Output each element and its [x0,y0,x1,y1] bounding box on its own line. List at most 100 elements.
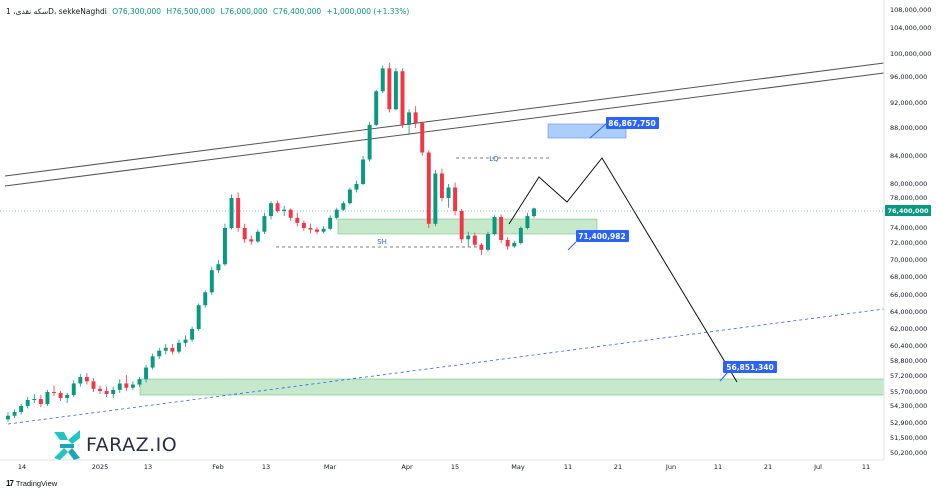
time-tick-label: 15 [451,463,459,471]
candle-body[interactable] [91,381,96,389]
candle-body[interactable] [84,377,89,382]
candle-body[interactable] [393,71,398,110]
candle-body[interactable] [295,217,300,223]
candle-body[interactable] [58,393,63,398]
candle-body[interactable] [117,383,122,390]
candle-body[interactable] [242,228,247,240]
candle-body[interactable] [420,123,425,153]
candle-body[interactable] [216,264,221,271]
candle-body[interactable] [38,399,43,404]
candle-body[interactable] [78,377,83,384]
candle-body[interactable] [249,239,254,242]
candle-body[interactable] [104,390,109,394]
candle-body[interactable] [479,244,484,250]
candle-body[interactable] [203,292,208,306]
candle-body[interactable] [334,209,339,218]
candle-body[interactable] [532,208,536,217]
candle-body[interactable] [111,389,116,394]
candle-body[interactable] [288,209,293,218]
candle-body[interactable] [400,71,405,125]
candle-body[interactable] [453,187,458,212]
time-tick-label: 21 [614,463,622,471]
candle-body[interactable] [347,189,352,204]
candle-body[interactable] [472,235,477,245]
candle-body[interactable] [466,235,471,240]
candle-body[interactable] [341,203,346,210]
candle-body[interactable] [163,347,168,351]
candle-body[interactable] [12,412,17,416]
time-axis[interactable]: 14 2025 13 Feb 13 Mar Apr 15 May 11 21 Jun 11 21 Jul 11 [18,463,870,471]
candle-body[interactable] [439,173,444,199]
candle-body[interactable] [407,112,412,125]
price-tick-label: 74,000,000 [890,224,927,232]
candle-body[interactable] [525,216,530,228]
candle-body[interactable] [492,216,497,234]
candle-body[interactable] [71,383,76,395]
candle-body[interactable] [262,216,267,232]
candle-body[interactable] [301,222,306,228]
candle-body[interactable] [433,173,438,224]
candle-body[interactable] [459,211,464,240]
candle-body[interactable] [255,231,260,242]
candle-body[interactable] [45,392,50,404]
price-tick-label: 55,700,000 [890,388,927,396]
candle-body[interactable] [223,228,227,265]
candle-body[interactable] [150,356,155,368]
candle-body[interactable] [321,228,326,232]
candle-body[interactable] [209,270,214,293]
price-axis[interactable]: 108,000,000 104,000,000 100,000,000 96,000,… [890,6,931,457]
candle-body[interactable] [380,68,385,92]
candle-body[interactable] [65,395,70,398]
candle-body[interactable] [518,228,523,243]
candle-body[interactable] [183,339,188,343]
demand-zone-low[interactable] [139,378,885,396]
candle-body[interactable] [98,388,103,391]
candle-body[interactable] [196,305,201,329]
candle-body[interactable] [19,406,24,413]
time-tick-label: May [511,463,525,471]
candle-body[interactable] [486,234,490,250]
candle-body[interactable] [387,68,392,110]
candle-body[interactable] [229,198,234,228]
candle-body[interactable] [137,379,142,385]
candle-body[interactable] [190,329,195,340]
channel-upper-line[interactable] [4,62,885,177]
candle-body[interactable] [157,350,162,357]
candle-body[interactable] [130,384,135,388]
candle-body[interactable] [144,367,149,380]
candle-body[interactable] [25,400,30,406]
candle-body[interactable] [361,159,366,185]
candle-body[interactable] [512,243,517,247]
candle-body[interactable] [308,228,313,230]
candle-body[interactable] [269,203,273,217]
projection-path[interactable] [508,157,738,383]
candle-body[interactable] [328,217,333,229]
tradingview-footer[interactable]: 17 TradingView [6,479,57,488]
candle-body[interactable] [6,415,10,420]
target-high-badge[interactable] [606,117,659,129]
channel-lower-line[interactable] [4,72,885,187]
candle-body[interactable] [170,347,175,352]
candle-body[interactable] [499,216,504,240]
candle-body[interactable] [367,124,372,160]
candle-body[interactable] [236,198,241,228]
candle-body[interactable] [354,184,359,190]
candle-body[interactable] [413,112,418,123]
order-block-zone[interactable] [337,218,598,235]
price-tick-label: 88,000,000 [890,124,927,132]
candle-body[interactable] [124,383,129,388]
candle-body[interactable] [176,342,181,352]
candle-body[interactable] [315,229,319,232]
candle-body[interactable] [282,209,287,211]
support-badge[interactable] [576,230,629,242]
candle-body[interactable] [32,399,37,400]
candle-body[interactable] [446,187,451,199]
candle-body[interactable] [505,240,510,247]
candle-body[interactable] [374,91,379,125]
symbol-legend[interactable]: سکه نقدی، 1D، sekkeNaghdi O76,300,000 H7… [6,7,412,16]
target-low-badge[interactable] [723,361,777,373]
candle-body[interactable] [275,203,280,211]
candle-body[interactable] [52,392,56,393]
candle-body[interactable] [426,152,431,224]
